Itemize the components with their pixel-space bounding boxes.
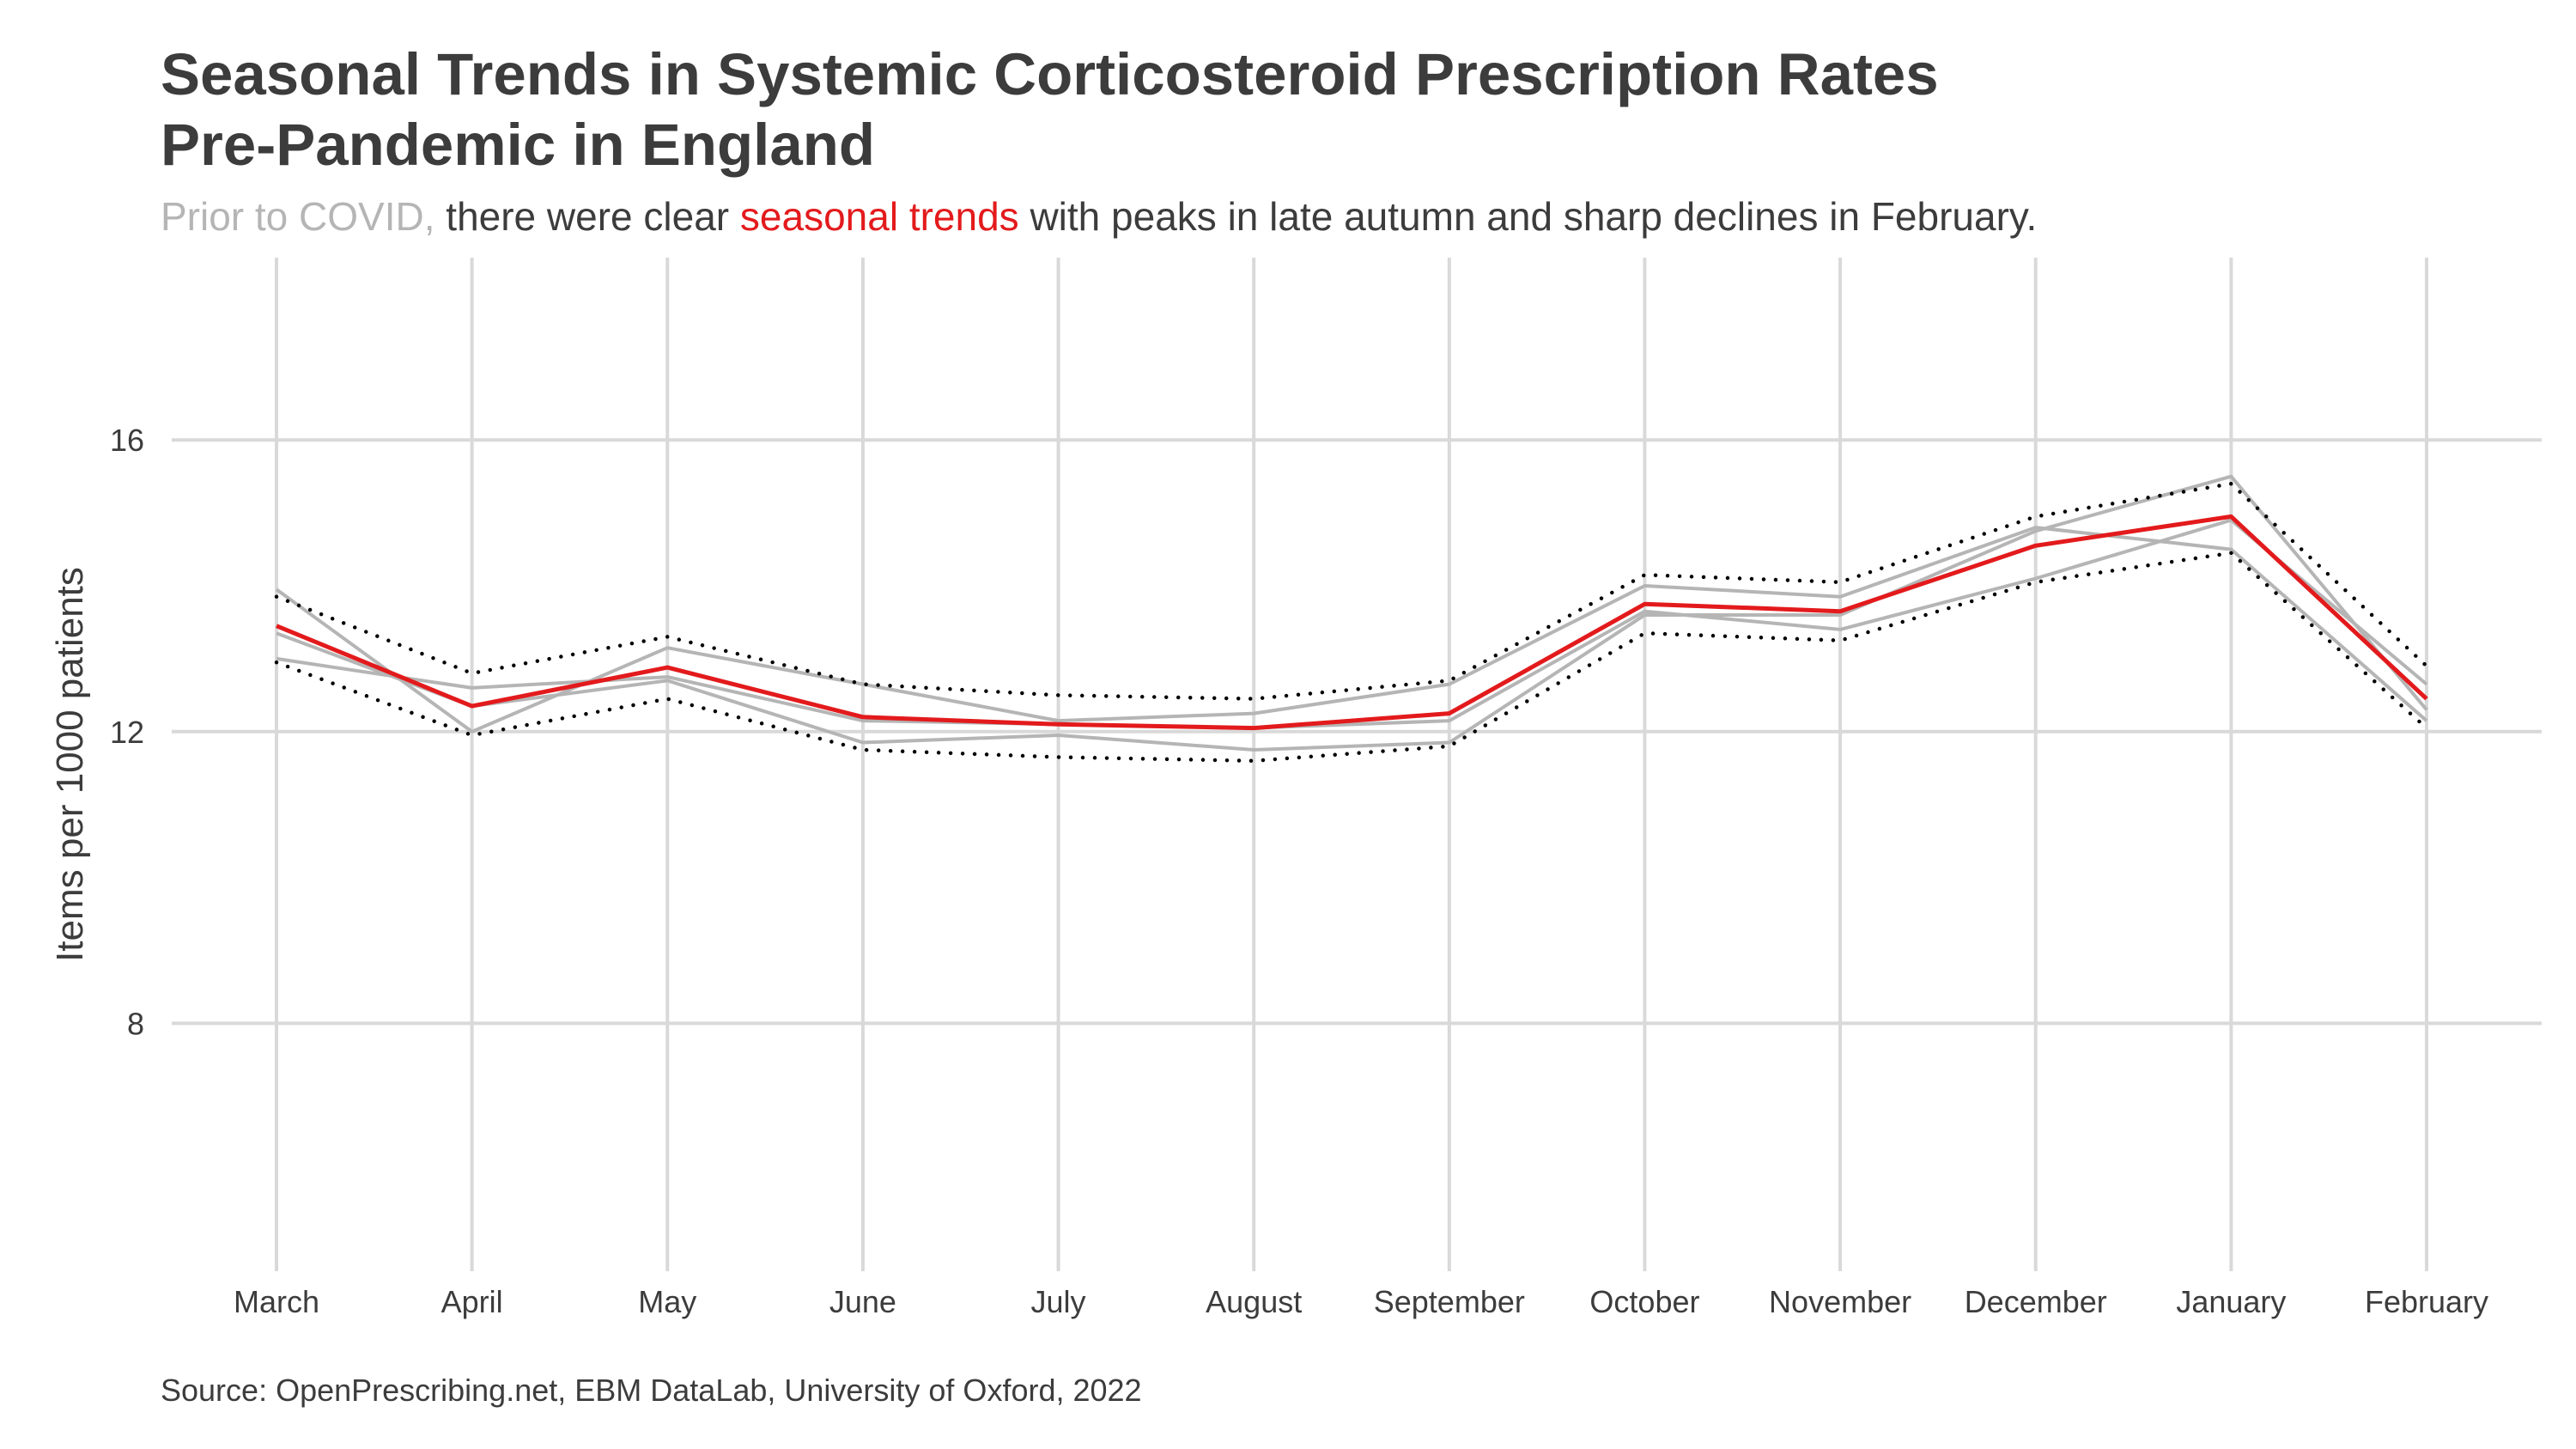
source-caption: Source: OpenPrescribing.net, EBM DataLab… [161,1373,1142,1408]
label-layer: March April May June July August September Octo… [49,423,2488,1319]
series-line-individual-year-1 [275,526,2428,734]
x-tick-label-november: November [1769,1284,1911,1319]
x-tick-label-august: August [1206,1284,1302,1319]
subtitle-text-1: there were clear [434,194,740,239]
series-line-individual-year-2 [276,518,2428,730]
series-line-mean-0 [276,514,2428,731]
x-tick-label-july: July [1031,1284,1086,1319]
x-tick-label-december: December [1965,1284,2107,1319]
chart-title-line-1: Seasonal Trends in Systemic Corticostero… [161,41,1939,107]
subtitle-prior-covid: Prior to COVID, [161,194,435,239]
y-tick-label-12: 12 [110,715,144,750]
subtitle-text-2: with peaks in late autumn and sharp decl… [1018,194,2038,239]
series-layer [274,474,2429,764]
grid-layer [172,258,2542,1271]
x-tick-label-september: September [1374,1284,1525,1319]
y-axis-title: Items per 1000 patients [49,567,91,962]
x-tick-label-february: February [2365,1284,2488,1319]
chart-subtitle: Prior to COVID, there were clear seasona… [161,192,2037,240]
x-tick-label-october: October [1589,1284,1699,1319]
series-line-lower-bound-5 [274,551,2429,764]
x-tick-label-june: June [829,1284,896,1319]
x-tick-label-may: May [638,1284,696,1319]
y-tick-label-8: 8 [127,1006,144,1041]
x-tick-label-march: March [234,1284,319,1319]
series-line-individual-year-3 [276,474,2428,752]
chart-title-line-2: Pre-Pandemic in England [161,112,876,178]
series-line-upper-bound-4 [274,481,2429,701]
chart-title: Seasonal Trends in Systemic Corticostero… [161,40,1939,180]
subtitle-seasonal-trends: seasonal trends [739,194,1019,239]
y-tick-label-16: 16 [110,423,144,458]
x-tick-label-april: April [441,1284,503,1319]
x-tick-label-january: January [2176,1284,2286,1319]
